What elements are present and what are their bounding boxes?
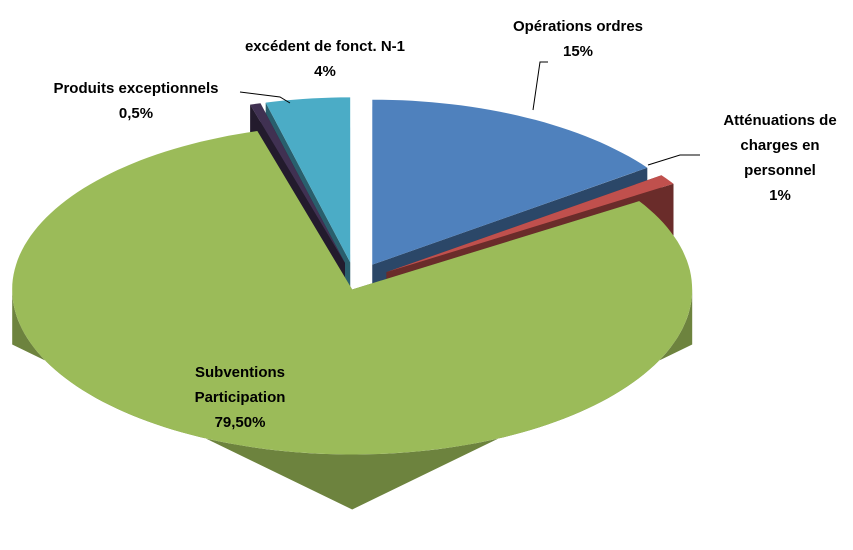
slice-label: Produits exceptionnels 0,5%: [53, 80, 219, 122]
slice-label: Opérations ordres 15%: [512, 18, 644, 60]
slice-side: [12, 289, 693, 510]
slice: [250, 103, 345, 264]
slice: [12, 131, 693, 455]
slice-label: Subventions Participation 79,50%: [194, 364, 286, 431]
slice: [386, 175, 674, 273]
leader-line: [532, 61, 548, 111]
slice-label: excédent de fonct. N-1 4%: [244, 38, 406, 80]
leader-line: [647, 154, 700, 166]
leader-line: [239, 91, 291, 104]
slice-label: Atténuations de charges en personnel 1%: [723, 112, 837, 204]
slice: [265, 97, 351, 263]
slice: [372, 99, 648, 265]
